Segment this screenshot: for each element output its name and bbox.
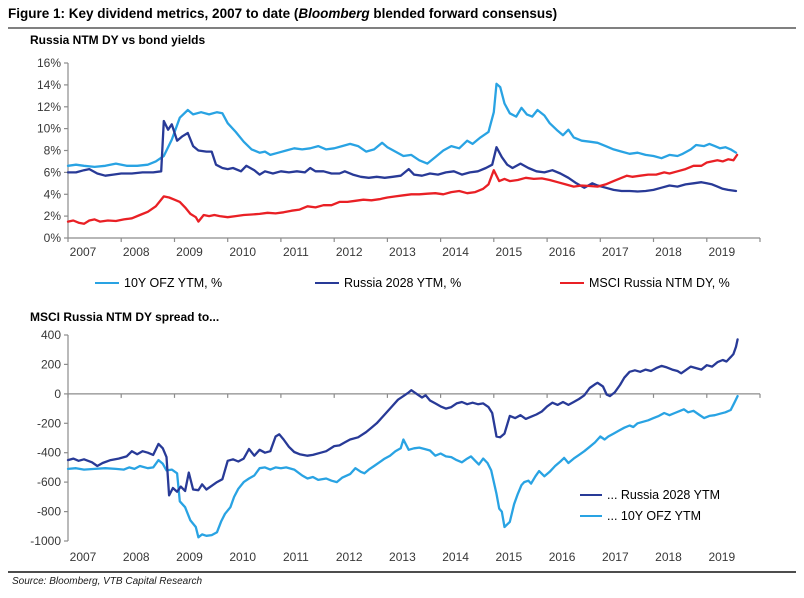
title-divider [8, 27, 796, 29]
x-tick-label: 2008 [123, 550, 150, 564]
y-tick-label: 200 [41, 357, 61, 371]
legend-label: 10Y OFZ YTM, % [124, 276, 223, 290]
top-chart-canvas: 16% 14% 12% 10% 8% 6% 4% 2% 0% 2007 2008 2009 2010 20… [37, 56, 761, 259]
x-tick-label: 2013 [389, 550, 416, 564]
y-tick-label: 12% [37, 100, 61, 114]
source-note: Source: Bloomberg, VTB Capital Research [12, 576, 203, 587]
y-tick-label: -1000 [30, 534, 61, 548]
x-tick-label: 2016 [549, 550, 576, 564]
10y-ofz-line-swatch [95, 281, 119, 285]
legend-item-russia-2028: Russia 2028 YTM, % [315, 276, 461, 290]
x-tick-label: 2018 [655, 245, 682, 259]
y-tick-label: 0% [44, 231, 62, 245]
series-line-msci-russia-ntm-dy [66, 153, 739, 225]
legend-label: ... 10Y OFZ YTM [607, 509, 702, 523]
x-tick-label: 2013 [389, 245, 416, 259]
x-tick-label: 2012 [336, 550, 363, 564]
msci-ntm-dy-line-swatch [560, 281, 584, 285]
legend-label: MSCI Russia NTM DY, % [589, 276, 730, 290]
y-tick-label: -400 [37, 446, 61, 460]
x-tick-label: 2015 [495, 245, 522, 259]
bottom-chart-legend: ... Russia 2028 YTM ... 10Y OFZ YTM [580, 488, 720, 530]
top-chart-legend: 10Y OFZ YTM, % Russia 2028 YTM, % MSCI R… [0, 276, 804, 294]
x-tick-label: 2007 [70, 550, 97, 564]
spread-10y-ofz-line-swatch [580, 514, 602, 518]
x-tick-label: 2018 [655, 550, 682, 564]
y-tick-label: 10% [37, 122, 61, 136]
x-tick-label: 2008 [123, 245, 150, 259]
x-tick-label: 2015 [495, 550, 522, 564]
source-divider [8, 571, 796, 573]
x-tick-label: 2016 [549, 245, 576, 259]
bottom-chart-title: MSCI Russia NTM DY spread to... [30, 310, 220, 324]
legend-item-spread-10y-ofz: ... 10Y OFZ YTM [580, 509, 720, 523]
x-tick-label: 2017 [602, 245, 629, 259]
y-tick-label: 16% [37, 56, 61, 70]
legend-item-spread-russia-2028: ... Russia 2028 YTM [580, 488, 720, 502]
x-tick-label: 2017 [602, 550, 629, 564]
x-tick-label: 2019 [708, 550, 735, 564]
russia-2028-line-swatch [315, 281, 339, 285]
legend-item-msci-ntm-dy: MSCI Russia NTM DY, % [560, 276, 730, 290]
series-line-10y-ofz-ytm [66, 82, 738, 169]
x-tick-label: 2011 [283, 245, 309, 259]
x-tick-label: 2014 [442, 245, 469, 259]
legend-label: ... Russia 2028 YTM [607, 488, 721, 502]
figure-title-suffix: blended forward consensus) [369, 6, 558, 21]
x-tick-label: 2012 [336, 245, 363, 259]
x-tick-label: 2010 [229, 245, 256, 259]
figure-title-italic: Bloomberg [298, 6, 370, 21]
y-tick-label: 14% [37, 78, 61, 92]
y-tick-label: -600 [37, 475, 61, 489]
figure-title-prefix: Figure 1: Key dividend metrics, 2007 to … [8, 6, 299, 21]
bottom-chart-canvas: 400 200 0 -200 -400 -600 -800 -1000 2007 2008 2009… [30, 328, 761, 564]
top-chart-title: Russia NTM DY vs bond yields [30, 33, 206, 47]
figure-title: Figure 1: Key dividend metrics, 2007 to … [8, 6, 557, 21]
x-tick-label: 2009 [176, 550, 203, 564]
y-tick-label: 0 [54, 387, 61, 401]
y-tick-label: 2% [44, 209, 62, 223]
x-tick-label: 2014 [442, 550, 469, 564]
series-line-10y-ofz-ytm [66, 394, 739, 539]
spread-russia-2028-line-swatch [580, 493, 602, 497]
x-tick-label: 2010 [229, 550, 256, 564]
series-line-russia-2028-ytm [66, 119, 738, 193]
x-tick-label: 2009 [176, 245, 203, 259]
y-tick-label: -200 [37, 416, 61, 430]
y-tick-label: 6% [44, 165, 62, 179]
y-tick-label: 4% [44, 187, 62, 201]
x-tick-label: 2019 [708, 245, 735, 259]
series-line-russia-2028-ytm [66, 338, 739, 497]
y-tick-label: 8% [44, 144, 62, 158]
x-tick-label: 2007 [70, 245, 97, 259]
legend-item-10y-ofz: 10Y OFZ YTM, % [95, 276, 222, 290]
y-tick-label: 400 [41, 328, 61, 342]
x-tick-label: 2011 [283, 550, 309, 564]
legend-label: Russia 2028 YTM, % [344, 276, 462, 290]
y-tick-label: -800 [37, 505, 61, 519]
